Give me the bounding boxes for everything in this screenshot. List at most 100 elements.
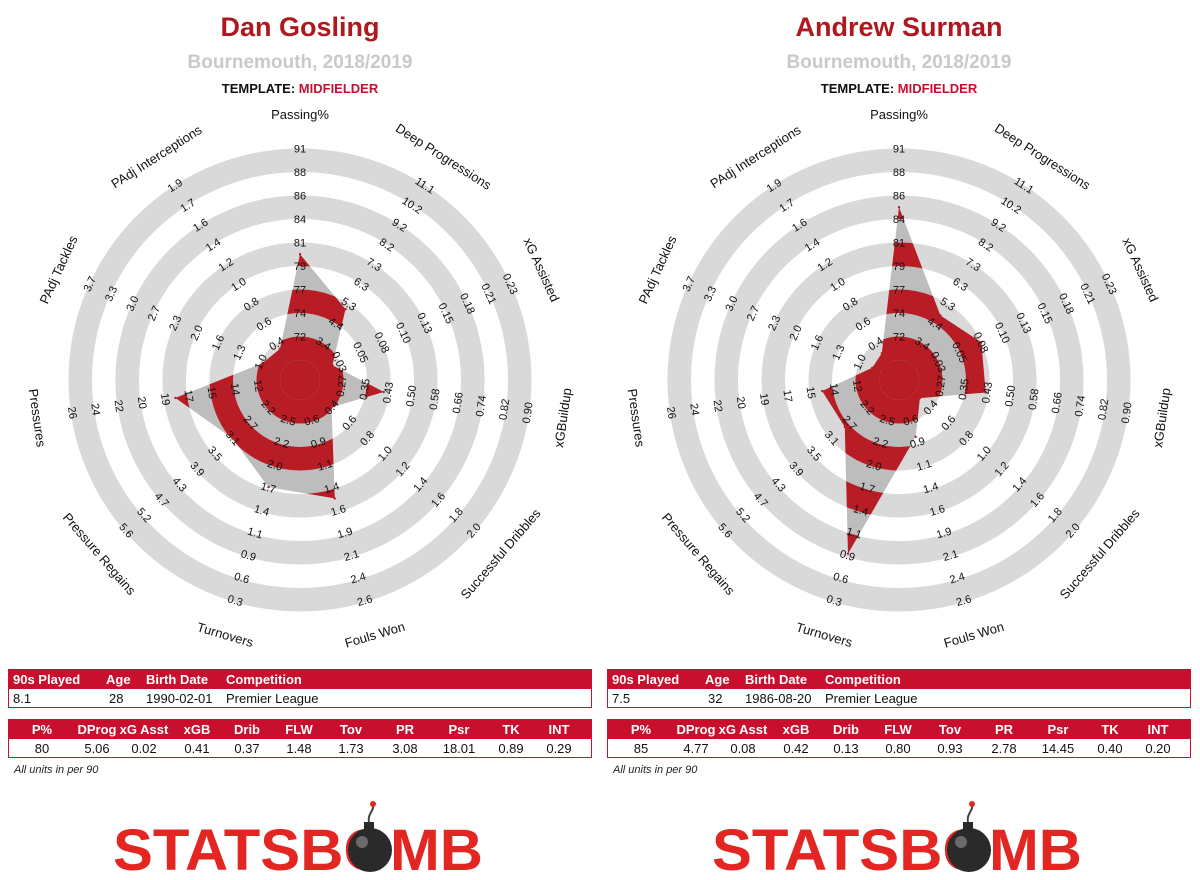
radar-tick-label: 20 [135, 396, 149, 410]
radar-tick-label: 1.1 [845, 526, 863, 542]
radar-value-point [382, 390, 385, 394]
radar-tick-label: 81 [294, 238, 306, 250]
radar-tick-label: 2.3 [766, 314, 783, 333]
radar-tick-label: 1.6 [329, 503, 347, 519]
radar-value-point [331, 363, 334, 367]
table-header-cell: Age [705, 672, 730, 687]
radar-axis-label: xGBuildup [1150, 387, 1173, 449]
radar-tick-label: 2.7 [146, 304, 163, 323]
radar-axis-label: xG Assisted [520, 235, 562, 304]
radar-tick-label: 1.4 [323, 481, 341, 497]
radar-tick-label: 0.6 [233, 571, 251, 587]
table-header-cell: INT [548, 722, 570, 737]
radar-tick-label: 2.0 [865, 458, 883, 474]
table-header-cell: TK [502, 722, 520, 737]
radar-tick-label: 72 [294, 332, 306, 344]
radar-tick-label: 1.6 [210, 333, 227, 352]
radar-tick-label: 26 [664, 406, 678, 420]
radar-tick-label: 1.3 [231, 343, 248, 362]
table-cell: 1.73 [338, 741, 364, 756]
radar-tick-label: 1.9 [935, 526, 953, 542]
radar-tick-label: 0.9 [310, 435, 328, 451]
radar-tick-label: 0.6 [303, 413, 321, 429]
player-name: Andrew Surman [795, 12, 1003, 42]
radar-axis-label: PAdj Tackles [635, 233, 679, 306]
radar-tick-label: 0.50 [404, 385, 419, 408]
table-header-cell: PR [994, 722, 1014, 737]
radar-tick-label: 0.35 [358, 378, 373, 401]
radar-tick-label: 79 [294, 261, 306, 273]
player-team-season: Bournemouth, 2018/2019 [187, 52, 413, 73]
table-header: 90s Played Age Birth Date Competition [9, 670, 591, 689]
bomb-highlight [955, 836, 967, 848]
radar-tick-label: 22 [112, 399, 126, 413]
radar-tick-label: 0.74 [474, 395, 489, 418]
radar-tick-label: 88 [893, 167, 905, 179]
radar-tick-label: 2.0 [189, 324, 206, 343]
radar-tick-label: 2.0 [266, 458, 284, 474]
table-cell: 0.89 [498, 741, 524, 756]
radar-tick-label: 1.1 [915, 458, 933, 474]
radar-value-point [843, 425, 847, 429]
radar-tick-label: 3.3 [702, 285, 719, 304]
table-cell: 0.29 [546, 741, 572, 756]
table-row: 8.1 28 1990-02-01 Premier League [9, 689, 591, 707]
radar-tick-label: 0.27 [335, 375, 350, 398]
radar-tick-label: 2.6 [356, 593, 374, 609]
radar-value-point [267, 485, 270, 489]
radar-value-point [939, 314, 942, 317]
radar-axis-label: xG Assisted [1119, 235, 1161, 304]
table-cell: 0.42 [783, 741, 809, 756]
table-header-cell: Psr [448, 722, 470, 737]
template-value: MIDFIELDER [897, 81, 978, 96]
radar-tick-label: 24 [687, 403, 701, 417]
radar-tick-label: 88 [294, 167, 306, 179]
radar-tick-label: 17 [181, 389, 195, 403]
radar-tick-label: 3.0 [124, 294, 141, 313]
table-header-cell: P% [31, 722, 53, 737]
radar-tick-label: 0.74 [1073, 395, 1088, 418]
radar-value-point [278, 347, 282, 351]
radar-tick-label: 1.6 [809, 333, 826, 352]
table-cell: 85 [633, 741, 649, 756]
radar-value-point [897, 206, 901, 209]
radar-tick-label: 19 [158, 392, 172, 406]
table-header-cell: xGB [183, 722, 211, 737]
table-cell: Premier League [226, 691, 319, 706]
radar-fill-band [256, 336, 344, 424]
radar-tick-label: 0.43 [381, 381, 396, 404]
radar-tick-label: 1.4 [253, 503, 271, 519]
table-cell: 7.5 [612, 691, 631, 706]
bomb-cap [963, 822, 973, 830]
table-header-cell: PR [395, 722, 415, 737]
table-cell: 0.37 [234, 741, 260, 756]
player-info-table: 90s Played Age Birth Date Competition 8.1 28 1… [8, 669, 592, 708]
radar-chart: 727477798184868891Passing%3.44.45.36.37.… [625, 107, 1174, 651]
radar-tick-label: 74 [893, 308, 905, 320]
radar-tick-label: 0.66 [1050, 391, 1065, 414]
table-cell: 3.08 [392, 741, 418, 756]
radar-tick-label: 2.7 [745, 304, 762, 323]
radar-tick-label: 0.6 [832, 571, 850, 587]
radar-tick-label: 0.90 [1120, 401, 1135, 424]
table-header-cell: Tov [938, 722, 962, 737]
table-header-cell: Drib [234, 722, 260, 737]
radar-center [280, 360, 320, 400]
radar-axis-label: Turnovers [195, 619, 255, 650]
player-team-season: Bournemouth, 2018/2019 [786, 52, 1012, 73]
logo-text: STATSBOMB [113, 818, 483, 880]
player-stats-table: P% DProg xG Asst xGB Drib FLW Tov PR Psr TK INT 85 4… [607, 719, 1191, 758]
table-cell: 0.80 [885, 741, 911, 756]
radar-tick-label: 15 [804, 386, 818, 400]
radar-value-point [846, 552, 850, 555]
table-cell: 0.02 [131, 741, 157, 756]
radar-axis-label: Passing% [870, 107, 928, 122]
radar-value-point [298, 253, 302, 256]
table-cell: 0.08 [730, 741, 756, 756]
table-cell: 1986-08-20 [745, 691, 812, 706]
radar-tick-label: 2.1 [942, 548, 960, 564]
table-header-cell: Drib [833, 722, 859, 737]
radar-tick-label: 24 [88, 403, 102, 417]
table-header-cell: FLW [884, 722, 912, 737]
radar-tick-label: 1.0 [253, 353, 270, 372]
